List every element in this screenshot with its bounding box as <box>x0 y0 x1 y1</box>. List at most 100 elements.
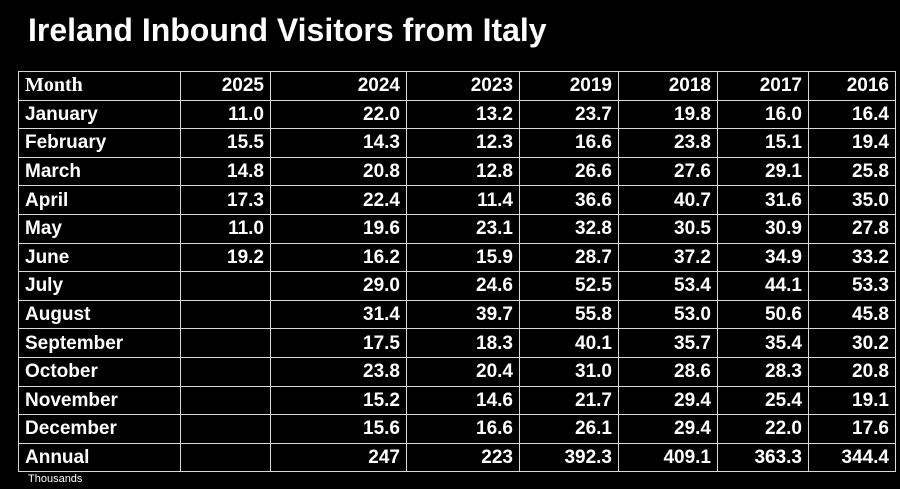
column-header-year: 2023 <box>406 71 520 101</box>
value-cell: 14.3 <box>270 128 407 158</box>
value-cell <box>180 385 271 416</box>
value-cell: 15.6 <box>270 414 407 444</box>
table-row: June 19.2 16.2 15.9 28.7 37.2 34.9 33.2 <box>18 242 896 273</box>
value-cell <box>180 356 271 387</box>
table-row: March 14.8 20.8 12.8 26.6 27.6 29.1 25.8 <box>18 156 896 187</box>
row-label: September <box>18 328 181 358</box>
value-cell: 16.6 <box>519 128 619 158</box>
value-cell: 27.8 <box>808 213 896 244</box>
table-row: December 15.6 16.6 26.1 29.4 22.0 17.6 <box>18 414 896 444</box>
value-cell: 35.7 <box>618 328 718 358</box>
column-header-year: 2016 <box>808 71 896 101</box>
value-cell: 26.1 <box>519 414 619 444</box>
value-cell: 29.1 <box>717 156 809 187</box>
visitors-table: Month 2025 2024 2023 2019 2018 2017 2016 Januar… <box>18 71 896 473</box>
row-label: October <box>18 356 181 387</box>
chart-title: Ireland Inbound Visitors from Italy <box>28 12 547 48</box>
value-cell: 16.0 <box>717 99 809 130</box>
value-cell: 19.1 <box>808 385 896 416</box>
column-header-year: 2025 <box>180 71 271 101</box>
value-cell: 247 <box>270 442 407 473</box>
value-cell <box>180 414 271 444</box>
value-cell: 53.4 <box>618 271 718 301</box>
table-row: August 31.4 39.7 55.8 53.0 50.6 45.8 <box>18 299 896 330</box>
value-cell: 19.4 <box>808 128 896 158</box>
value-cell: 17.6 <box>808 414 896 444</box>
value-cell: 30.9 <box>717 213 809 244</box>
value-cell: 17.3 <box>180 185 271 215</box>
row-label: November <box>18 385 181 416</box>
value-cell <box>180 442 271 473</box>
value-cell: 50.6 <box>717 299 809 330</box>
value-cell: 20.4 <box>406 356 520 387</box>
value-cell: 20.8 <box>808 356 896 387</box>
value-cell: 23.1 <box>406 213 520 244</box>
value-cell: 15.1 <box>717 128 809 158</box>
value-cell: 363.3 <box>717 442 809 473</box>
value-cell: 11.4 <box>406 185 520 215</box>
value-cell: 17.5 <box>270 328 407 358</box>
table-row: February 15.5 14.3 12.3 16.6 23.8 15.1 19.4 <box>18 128 896 158</box>
value-cell: 18.3 <box>406 328 520 358</box>
value-cell: 15.9 <box>406 242 520 273</box>
value-cell: 22.0 <box>270 99 407 130</box>
value-cell: 35.4 <box>717 328 809 358</box>
value-cell: 26.6 <box>519 156 619 187</box>
row-label: March <box>18 156 181 187</box>
column-header-month: Month <box>18 71 181 101</box>
value-cell: 12.8 <box>406 156 520 187</box>
value-cell: 14.8 <box>180 156 271 187</box>
value-cell: 28.7 <box>519 242 619 273</box>
annual-row: Annual 247 223 392.3 409.1 363.3 344.4 <box>18 442 896 473</box>
column-header-year: 2019 <box>519 71 619 101</box>
value-cell: 23.8 <box>270 356 407 387</box>
row-label: January <box>18 99 181 130</box>
value-cell: 392.3 <box>519 442 619 473</box>
unit-footnote: Thousands <box>28 473 83 485</box>
value-cell: 31.4 <box>270 299 407 330</box>
table-row: October 23.8 20.4 31.0 28.6 28.3 20.8 <box>18 356 896 387</box>
row-label: December <box>18 414 181 444</box>
value-cell: 14.6 <box>406 385 520 416</box>
value-cell: 12.3 <box>406 128 520 158</box>
value-cell: 29.4 <box>618 414 718 444</box>
value-cell: 40.7 <box>618 185 718 215</box>
row-label: June <box>18 242 181 273</box>
row-label: February <box>18 128 181 158</box>
value-cell <box>180 328 271 358</box>
value-cell: 19.8 <box>618 99 718 130</box>
value-cell: 30.5 <box>618 213 718 244</box>
value-cell: 31.0 <box>519 356 619 387</box>
value-cell: 24.6 <box>406 271 520 301</box>
row-label: August <box>18 299 181 330</box>
table-row: July 29.0 24.6 52.5 53.4 44.1 53.3 <box>18 271 896 301</box>
value-cell: 40.1 <box>519 328 619 358</box>
value-cell: 27.6 <box>618 156 718 187</box>
column-header-year: 2018 <box>618 71 718 101</box>
value-cell: 13.2 <box>406 99 520 130</box>
value-cell: 31.6 <box>717 185 809 215</box>
value-cell: 344.4 <box>808 442 896 473</box>
value-cell <box>180 299 271 330</box>
value-cell: 25.4 <box>717 385 809 416</box>
value-cell: 29.4 <box>618 385 718 416</box>
value-cell: 53.3 <box>808 271 896 301</box>
value-cell: 15.2 <box>270 385 407 416</box>
table-row: January 11.0 22.0 13.2 23.7 19.8 16.0 16.4 <box>18 99 896 130</box>
value-cell: 19.6 <box>270 213 407 244</box>
value-cell: 29.0 <box>270 271 407 301</box>
value-cell: 37.2 <box>618 242 718 273</box>
row-label: Annual <box>18 442 181 473</box>
value-cell: 23.8 <box>618 128 718 158</box>
table-row: September 17.5 18.3 40.1 35.7 35.4 30.2 <box>18 328 896 358</box>
value-cell: 11.0 <box>180 213 271 244</box>
value-cell: 21.7 <box>519 385 619 416</box>
value-cell: 45.8 <box>808 299 896 330</box>
value-cell: 22.4 <box>270 185 407 215</box>
value-cell: 16.2 <box>270 242 407 273</box>
value-cell: 28.6 <box>618 356 718 387</box>
value-cell: 34.9 <box>717 242 809 273</box>
table-row: April 17.3 22.4 11.4 36.6 40.7 31.6 35.0 <box>18 185 896 215</box>
value-cell: 23.7 <box>519 99 619 130</box>
value-cell: 53.0 <box>618 299 718 330</box>
